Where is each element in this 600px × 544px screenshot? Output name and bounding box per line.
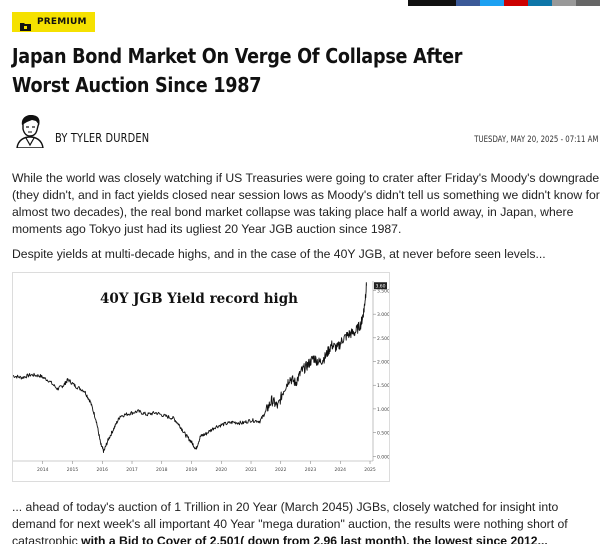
x-tick-label: 2019 bbox=[186, 467, 198, 473]
x-tick-label: 2016 bbox=[97, 467, 109, 473]
share-button-2[interactable] bbox=[456, 0, 480, 6]
y-tick-label: 1.000 bbox=[377, 407, 389, 413]
x-tick-label: 2022 bbox=[275, 467, 287, 473]
share-button-5[interactable] bbox=[528, 0, 552, 6]
y-tick-label: 2.000 bbox=[377, 360, 389, 366]
y-tick-label: 2.500 bbox=[377, 336, 389, 342]
y-tick-label: 3.500 bbox=[377, 288, 389, 294]
author-byline[interactable]: BY TYLER DURDEN bbox=[55, 131, 150, 145]
author-avatar[interactable] bbox=[14, 114, 46, 149]
share-button-3[interactable] bbox=[480, 0, 504, 6]
share-button-7[interactable] bbox=[576, 0, 600, 6]
x-tick-label: 2023 bbox=[305, 467, 317, 473]
series-line-0 bbox=[13, 282, 367, 454]
x-tick-label: 2015 bbox=[67, 467, 79, 473]
y-tick-label: 0.500 bbox=[377, 431, 389, 437]
y-tick-label: 1.500 bbox=[377, 383, 389, 389]
y-tick-label: 0.000 bbox=[377, 454, 389, 460]
premium-badge[interactable]: PREMIUM bbox=[12, 12, 95, 32]
x-tick-label: 2024 bbox=[335, 467, 347, 473]
paragraph-3-text: ... ahead of today's auction of 1 Trilli… bbox=[12, 500, 568, 544]
folder-icon bbox=[20, 18, 31, 31]
x-tick-label: 2014 bbox=[37, 467, 49, 473]
yield-chart[interactable]: 3.500 3.000 2.500 2.000 1.500 1.000 0.500 0.000… bbox=[12, 272, 390, 482]
article-title: Japan Bond Market On Verge Of Collapse A… bbox=[12, 44, 463, 97]
share-button-1[interactable] bbox=[432, 0, 456, 6]
paragraph-2: Despite yields at multi-decade highs, an… bbox=[12, 247, 546, 261]
paragraph-3-highlight: with a Bid to Cover of 2.501( down from … bbox=[81, 534, 548, 544]
y-tick-label: 3.000 bbox=[377, 312, 389, 318]
x-tick-label: 2020 bbox=[216, 467, 228, 473]
share-bar bbox=[408, 0, 600, 6]
last-value-label: 3.60 bbox=[376, 284, 386, 290]
chart-title: 40Y JGB Yield record high bbox=[100, 291, 298, 307]
paragraph-3: ... ahead of today's auction of 1 Trilli… bbox=[12, 499, 600, 544]
x-tick-label: 2021 bbox=[245, 467, 257, 473]
premium-label: PREMIUM bbox=[37, 17, 87, 27]
share-button-4[interactable] bbox=[504, 0, 528, 6]
x-tick-label: 2018 bbox=[156, 467, 168, 473]
share-button-6[interactable] bbox=[552, 0, 576, 6]
paragraph-1: While the world was closely watching if … bbox=[12, 171, 600, 236]
last-value-tag bbox=[374, 282, 387, 290]
publish-timestamp: TUESDAY, MAY 20, 2025 - 07:11 AM bbox=[473, 135, 598, 145]
share-button-0[interactable] bbox=[408, 0, 432, 6]
x-tick-label: 2025 bbox=[364, 467, 376, 473]
x-tick-label: 2017 bbox=[126, 467, 138, 473]
